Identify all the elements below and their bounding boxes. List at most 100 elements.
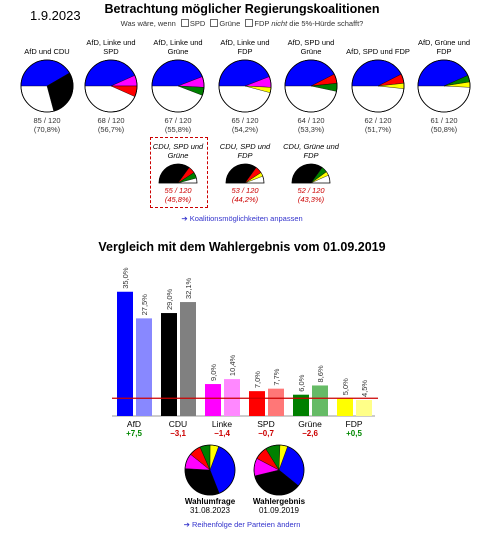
difference-label: +7,5 (126, 429, 142, 438)
difference-label: −1,4 (214, 429, 230, 438)
coalition-name: AfD, Linke und FDP (220, 38, 270, 56)
coalition-pie (284, 59, 338, 113)
checkbox-fdp[interactable] (245, 19, 254, 27)
difference-label: +0,5 (346, 429, 362, 438)
coalition-2[interactable]: AfD, Linke und Grüne 67 / 120 (55,8%) (145, 34, 211, 134)
bar-value-label: 32,1% (184, 277, 193, 299)
category-label: Linke (212, 419, 233, 429)
coalition-pie-5-rim (351, 59, 405, 113)
minority-coalition-1[interactable]: CDU, SPD und FDP 53 / 120 (44,2%) (212, 136, 278, 204)
coalition-seats: 67 / 120 (164, 116, 192, 125)
coalition-percent: (50,8%) (430, 125, 458, 134)
coalition-4[interactable]: AfD, SPD und Grüne 64 / 120 (53,3%) (278, 34, 344, 134)
coalition-name: AfD, Grüne und FDP (417, 38, 471, 56)
minority-coalition-2[interactable]: CDU, Grüne und FDP 52 / 120 (43,3%) (278, 136, 344, 204)
coalition-6[interactable]: AfD, Grüne und FDP 61 / 120 (50,8%) (411, 34, 477, 134)
coalition-0[interactable]: AfD und CDU 85 / 120 (70,8%) (14, 34, 80, 134)
bar-cdu-poll (161, 313, 177, 416)
coalition-pie (218, 59, 272, 113)
adjust-coalitions-link[interactable]: ➔ Koalitionsmöglichkeiten anpassen (181, 214, 303, 223)
coalition-name: CDU, SPD und Grüne (152, 142, 204, 160)
bar-value-label: 6,0% (297, 374, 306, 391)
seat-chart-0: Wahlumfrage 31.08.2023 (175, 443, 245, 515)
coalition-seats: 65 / 120 (231, 116, 259, 125)
coalition-5[interactable]: AfD, SPD und FDP 62 / 120 (51,7%) (345, 34, 411, 134)
bar-chart: 35,0% 27,5% AfD+7,5 29,0% 32,1% CDU−3,1 9,0% 10… (112, 267, 378, 438)
coalition-pie-0-rim (20, 59, 74, 113)
coalition-1[interactable]: AfD, Linke und SPD 68 / 120 (56,7%) (78, 34, 144, 134)
minority-coalition-0[interactable]: CDU, SPD und Grüne 55 / 120 (45,8%) (145, 136, 211, 204)
minority-pie-slice-gruene (177, 172, 197, 184)
seat-pie (184, 444, 236, 496)
bar-value-label: 29,0% (165, 288, 174, 310)
difference-label: −3,1 (170, 429, 186, 438)
minority-pie (291, 163, 331, 184)
bar-value-label: 7,7% (272, 368, 281, 385)
coalition-pie-2-rim (151, 59, 205, 113)
seat-chart-title: Wahlumfrage (184, 497, 236, 506)
coalition-3[interactable]: AfD, Linke und FDP 65 / 120 (54,2%) (212, 34, 278, 134)
coalition-pie (417, 59, 471, 113)
coalition-pie (84, 59, 138, 113)
coalition-pie-3-rim (218, 59, 272, 113)
seat-pie-rim (184, 444, 236, 496)
highlighted-coalition-frame (150, 137, 208, 208)
coalition-percent: (54,2%) (231, 125, 259, 134)
bar-spd-poll (249, 391, 265, 416)
coalition-name: AfD, Linke und SPD (86, 38, 136, 56)
bar-afd-result (136, 318, 152, 416)
bar-gruene-poll (293, 394, 309, 416)
minority-pie-slice-cdu (158, 163, 190, 184)
coalition-percent: (53,3%) (297, 125, 325, 134)
coalition-percent: (55,8%) (164, 125, 192, 134)
coalition-percent: (45,8%) (164, 195, 192, 204)
bar-value-label: 5,0% (341, 378, 350, 395)
threshold-question: Was wäre, wenn SPD Grüne FDP nicht die 5… (120, 19, 364, 28)
category-label: CDU (169, 419, 187, 429)
minority-pie-slice-cdu (291, 163, 323, 184)
coalition-seats: 61 / 120 (430, 116, 458, 125)
coalition-percent: (70,8%) (33, 125, 61, 134)
minority-pie (158, 163, 198, 184)
minority-pie-slice-fdp (310, 171, 329, 184)
category-label: Grüne (298, 419, 322, 429)
bar-gruene-result (312, 385, 328, 416)
coalition-name: CDU, SPD und FDP (219, 142, 271, 160)
bar-value-label: 27,5% (140, 294, 149, 316)
bar-cdu-result (180, 302, 196, 416)
category-label: AfD (127, 419, 141, 429)
seat-pie-rim (253, 444, 305, 496)
coalition-name: AfD, Linke und Grüne (153, 38, 203, 56)
minority-pie-slice-fdp (244, 172, 263, 184)
bar-afd-poll (117, 291, 133, 416)
bar-fdp-result (356, 400, 372, 416)
difference-label: −2,6 (302, 429, 318, 438)
seat-chart-date: 01.09.2019 (258, 506, 300, 515)
bar-linke-poll (205, 384, 221, 416)
reorder-parties-link[interactable]: ➔ Reihenfolge der Parteien ändern (183, 520, 301, 529)
coalitions-title: Betrachtung möglicher Regierungskoalitio… (104, 2, 380, 16)
seat-chart-title: Wahlergebnis (252, 497, 306, 506)
coalition-pie-6-rim (417, 59, 471, 113)
coalition-seats: 53 / 120 (231, 186, 259, 195)
chart-title: Vergleich mit dem Wahlergebnis vom 01.09… (98, 240, 386, 254)
category-label: FDP (346, 419, 363, 429)
coalition-pie-4-rim (284, 59, 338, 113)
checkbox-spd[interactable] (180, 19, 189, 27)
coalition-percent: (51,7%) (364, 125, 392, 134)
arrow-right-icon: ➔ (181, 214, 190, 223)
category-label: SPD (257, 419, 274, 429)
bar-linke-result (224, 379, 240, 416)
coalition-name: AfD und CDU (24, 47, 70, 56)
checkbox-gruene[interactable] (210, 19, 219, 27)
coalition-pie (151, 59, 205, 113)
coalition-seats: 55 / 120 (164, 186, 192, 195)
arrow-right-icon: ➔ (183, 520, 192, 529)
coalition-seats: 85 / 120 (33, 116, 61, 125)
bar-value-label: 35,0% (121, 267, 130, 289)
coalition-seats: 68 / 120 (97, 116, 125, 125)
coalition-seats: 52 / 120 (297, 186, 325, 195)
coalition-percent: (43,3%) (297, 195, 325, 204)
minority-pie-slice-cdu (225, 163, 257, 184)
coalition-name: AfD, SPD und Grüne (287, 38, 335, 56)
